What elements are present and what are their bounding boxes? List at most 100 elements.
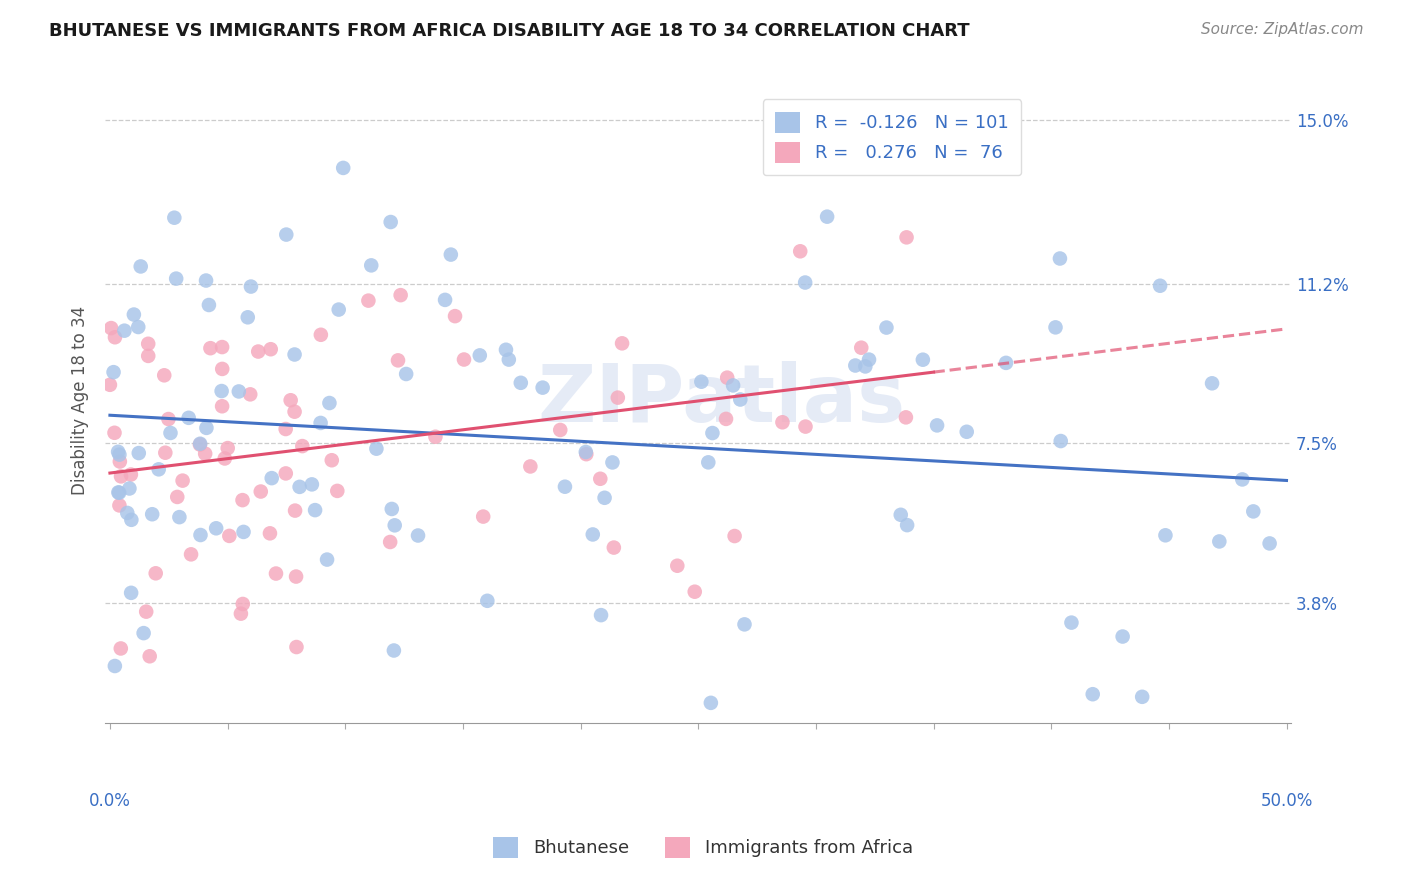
- Point: [177, 410, 200, 425]
- Point: [190, 528, 212, 542]
- Point: [211, 340, 233, 354]
- Point: [200, 341, 222, 355]
- Point: [264, 566, 287, 581]
- Point: [395, 367, 418, 381]
- Point: [1154, 528, 1177, 542]
- Point: [172, 474, 194, 488]
- Point: [519, 459, 541, 474]
- Point: [593, 491, 616, 505]
- Point: [896, 230, 918, 244]
- Point: [683, 584, 706, 599]
- Point: [145, 566, 167, 581]
- Point: [723, 529, 745, 543]
- Point: [468, 348, 491, 362]
- Point: [180, 547, 202, 561]
- Point: [1111, 630, 1133, 644]
- Point: [378, 535, 401, 549]
- Point: [589, 608, 612, 623]
- Point: [128, 446, 150, 460]
- Point: [531, 381, 554, 395]
- Point: [276, 227, 298, 242]
- Point: [148, 462, 170, 476]
- Point: [217, 441, 239, 455]
- Point: [232, 524, 254, 539]
- Legend: R =  -0.126   N = 101, R =   0.276   N =  76: R = -0.126 N = 101, R = 0.276 N = 76: [762, 99, 1021, 176]
- Point: [666, 558, 689, 573]
- Point: [700, 696, 723, 710]
- Point: [284, 405, 307, 419]
- Point: [554, 480, 576, 494]
- Point: [129, 260, 152, 274]
- Point: [716, 370, 738, 384]
- Point: [205, 521, 228, 535]
- Point: [132, 626, 155, 640]
- Point: [153, 368, 176, 383]
- Point: [239, 387, 262, 401]
- Point: [107, 485, 129, 500]
- Point: [104, 330, 127, 344]
- Point: [380, 215, 402, 229]
- Point: [610, 336, 633, 351]
- Point: [159, 425, 181, 440]
- Point: [440, 247, 463, 261]
- Point: [1081, 687, 1104, 701]
- Point: [472, 509, 495, 524]
- Point: [249, 484, 271, 499]
- Point: [108, 448, 131, 462]
- Point: [844, 359, 866, 373]
- Point: [1201, 376, 1223, 391]
- Point: [1232, 472, 1254, 486]
- Point: [110, 469, 132, 483]
- Point: [260, 343, 283, 357]
- Point: [772, 415, 794, 429]
- Text: 0.0%: 0.0%: [89, 792, 131, 810]
- Point: [495, 343, 517, 357]
- Point: [274, 422, 297, 436]
- Point: [316, 552, 339, 566]
- Point: [1049, 434, 1071, 448]
- Point: [247, 344, 270, 359]
- Point: [453, 352, 475, 367]
- Point: [995, 356, 1018, 370]
- Point: [890, 508, 912, 522]
- Point: [284, 503, 307, 517]
- Point: [853, 359, 876, 374]
- Point: [603, 541, 626, 555]
- Point: [107, 444, 129, 458]
- Point: [285, 640, 308, 654]
- Point: [384, 518, 406, 533]
- Point: [104, 659, 127, 673]
- Point: [730, 392, 752, 407]
- Point: [690, 375, 713, 389]
- Point: [127, 320, 149, 334]
- Point: [198, 298, 221, 312]
- Point: [120, 586, 142, 600]
- Point: [498, 352, 520, 367]
- Point: [288, 480, 311, 494]
- Point: [721, 378, 744, 392]
- Point: [477, 594, 499, 608]
- Point: [1049, 252, 1071, 266]
- Point: [117, 506, 139, 520]
- Point: [911, 352, 934, 367]
- Point: [211, 362, 233, 376]
- Point: [157, 412, 180, 426]
- Point: [389, 288, 412, 302]
- Point: [236, 310, 259, 325]
- Point: [734, 617, 756, 632]
- Point: [138, 649, 160, 664]
- Point: [789, 244, 811, 259]
- Point: [304, 503, 326, 517]
- Point: [108, 454, 131, 468]
- Point: [110, 641, 132, 656]
- Point: [1060, 615, 1083, 630]
- Point: [100, 321, 122, 335]
- Point: [360, 258, 382, 272]
- Point: [702, 425, 724, 440]
- Point: [425, 430, 447, 444]
- Point: [211, 384, 233, 398]
- Point: [332, 161, 354, 175]
- Point: [211, 399, 233, 413]
- Point: [875, 320, 897, 334]
- Point: [387, 353, 409, 368]
